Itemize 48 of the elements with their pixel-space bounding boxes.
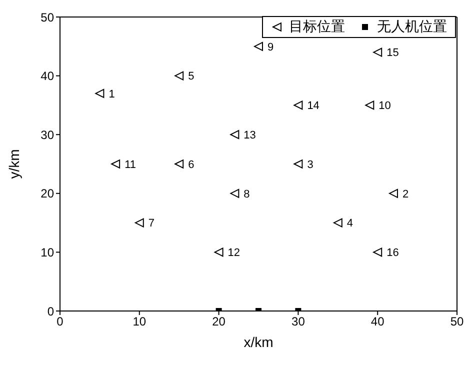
annotation: 3 — [307, 158, 314, 171]
x-tick-label: 0 — [56, 314, 64, 329]
point — [95, 88, 104, 98]
y-tick-label: 20 — [40, 186, 54, 201]
annotation: 8 — [244, 188, 250, 200]
annotation: 4 — [346, 218, 354, 230]
y-tick-label: 30 — [40, 128, 54, 142]
annotation: 6 — [188, 158, 194, 171]
y-axis-title: y/km — [6, 149, 22, 179]
y-tick-label: 50 — [40, 10, 54, 24]
annotation: 16 — [386, 247, 399, 260]
point — [333, 218, 342, 228]
point — [254, 42, 263, 51]
x-tick-label: 20 — [212, 314, 226, 329]
point — [174, 71, 184, 80]
x-tick-label: 10 — [132, 314, 146, 329]
y-tick-label: 10 — [40, 245, 54, 260]
annotation: 12 — [228, 247, 240, 260]
point — [230, 130, 240, 140]
point — [365, 100, 374, 110]
annotation: 1 — [108, 88, 115, 100]
point — [111, 160, 120, 168]
y-tick-label: 40 — [40, 69, 54, 84]
annotation: 11 — [124, 158, 136, 171]
x-tick-label: 50 — [450, 314, 464, 329]
point — [230, 188, 240, 198]
annotation: 5 — [188, 70, 194, 83]
annotation: 15 — [386, 47, 399, 60]
x-tick-label: 40 — [370, 314, 385, 329]
legend-label: 目标位置 — [289, 18, 345, 36]
point — [373, 248, 382, 257]
annotation: 9 — [268, 41, 274, 54]
annotation: 14 — [307, 100, 320, 112]
point — [388, 188, 398, 198]
annotation: 13 — [244, 130, 256, 142]
annotation: 7 — [148, 218, 155, 230]
x-tick-label: 30 — [292, 314, 306, 329]
annotation: 2 — [402, 188, 409, 200]
point — [174, 160, 184, 168]
point — [134, 218, 144, 228]
x-axis-title: x/km — [244, 334, 274, 350]
annotation: 10 — [378, 100, 391, 112]
y-tick-label: 0 — [47, 304, 54, 318]
point — [294, 160, 303, 168]
point — [373, 48, 382, 57]
point — [214, 248, 224, 257]
point — [294, 100, 303, 110]
legend-label: 无人机位置 — [377, 18, 447, 36]
